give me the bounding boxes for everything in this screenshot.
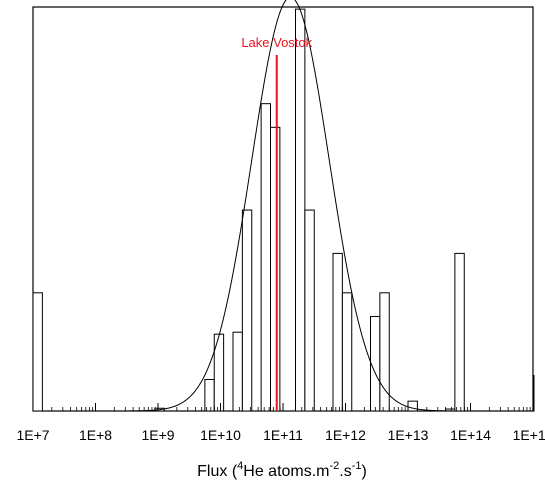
x-axis-ticks [32,403,534,411]
histogram-bar-7 [270,126,281,412]
x-tick-label-2: 1E+9 [141,427,174,443]
gaussian-fit-curve [33,0,533,412]
x-tick-label-4: 1E+11 [263,427,303,443]
histogram-bar-2 [204,378,215,412]
x-tick-label-7: 1E+14 [450,427,491,443]
plot-frame [32,6,534,412]
x-axis-tick-labels: 1E+7 1E+8 1E+9 1E+10 1E+11 1E+12 1E+13 1E+14 1E+… [16,427,545,443]
x-tick-label-6: 1E+13 [388,427,429,443]
x-tick-label-3: 1E+10 [200,427,241,443]
histogram-bar-8 [295,8,306,412]
lake-vostok-label: Lake Vostok [241,35,312,50]
histogram-bar-12 [370,315,381,412]
histogram-bar-11 [341,292,353,412]
x-tick-label-8: 1E+15 [513,427,545,443]
histogram-bar-5 [241,209,253,412]
x-tick-label-1: 1E+8 [79,427,112,443]
histogram-bar-9 [304,209,315,412]
histogram-bars [32,8,535,412]
histogram-bar-13 [379,292,390,412]
x-tick-label-5: 1E+12 [325,427,366,443]
histogram-bar-16 [454,252,465,412]
histogram-bar-14 [407,400,418,412]
x-tick-label-0: 1E+7 [16,427,49,443]
histogram-bar-4 [232,331,243,412]
histogram-bar-0 [32,292,43,412]
histogram-bar-10 [332,252,343,412]
x-axis-title: Flux (4He atoms.m-2.s-1) [197,460,367,480]
histogram-bar-6 [260,103,271,412]
